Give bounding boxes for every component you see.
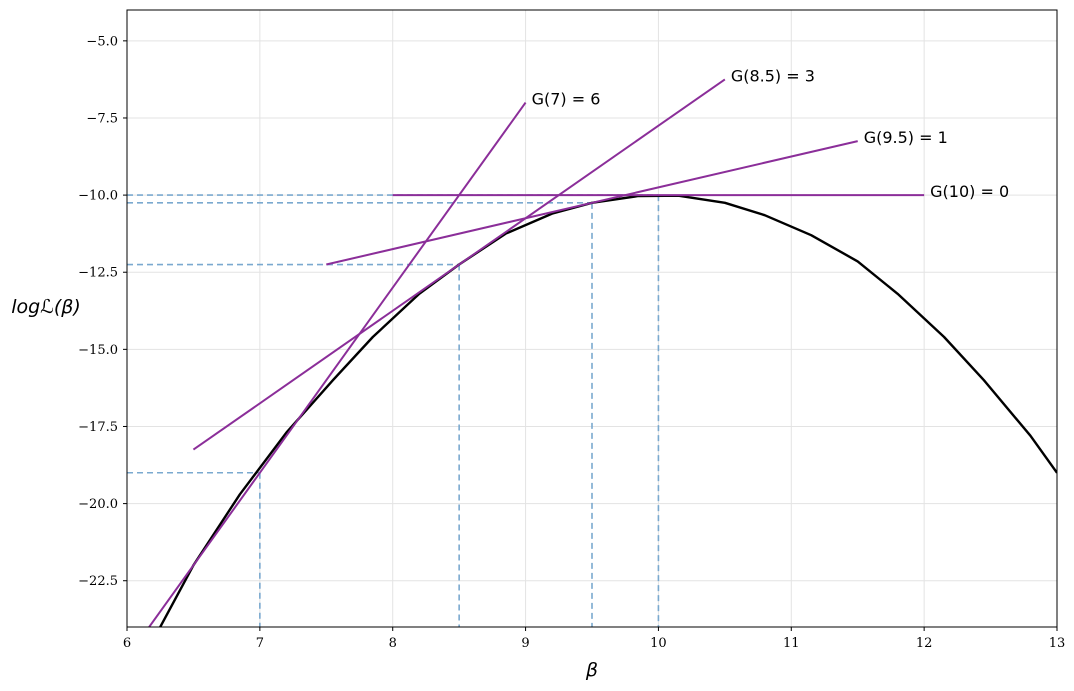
x-tick-label: 7	[256, 636, 264, 651]
y-tick-label: −12.5	[78, 266, 118, 281]
tangent-label: G(8.5) = 3	[731, 66, 815, 85]
x-tick-label: 8	[389, 636, 397, 651]
tangent-lines	[147, 78, 925, 627]
y-tick-label: −5.0	[86, 34, 118, 49]
x-tick-label: 12	[916, 636, 933, 651]
axis-ticks: 6 7 8 9 10 11 12 13 −5.0 −7.5 −10.0 −12.5 −15.0 −17.5…	[78, 34, 1065, 651]
x-tick-label: 11	[783, 636, 800, 651]
y-tick-label: −22.5	[78, 574, 118, 589]
tangent-line	[192, 78, 726, 451]
y-tick-label: −7.5	[86, 111, 118, 126]
x-tick-label: 13	[1049, 636, 1066, 651]
y-tick-label: −20.0	[78, 497, 118, 512]
tangent-label: G(10) = 0	[930, 182, 1009, 201]
x-tick-label: 6	[123, 636, 131, 651]
likelihood-curve-layer	[158, 194, 1057, 627]
y-tick-label: −15.0	[78, 343, 118, 358]
x-axis-label: β	[585, 659, 598, 681]
tangent-annotations: G(7) = 6 G(8.5) = 3 G(9.5) = 1 G(10) = 0	[532, 66, 1010, 201]
tangent-label: G(9.5) = 1	[864, 128, 948, 147]
x-tick-label: 10	[650, 636, 667, 651]
tangent-line	[147, 101, 527, 627]
y-axis-label: logℒ(β)	[11, 296, 81, 318]
tangent-label: G(7) = 6	[532, 90, 601, 109]
x-tick-label: 9	[521, 636, 529, 651]
y-tick-label: −17.5	[78, 420, 118, 435]
y-tick-label: −10.0	[78, 189, 118, 204]
likelihood-curve	[158, 194, 1057, 627]
tangent-line	[326, 140, 858, 266]
plot-frame	[126, 9, 1058, 628]
